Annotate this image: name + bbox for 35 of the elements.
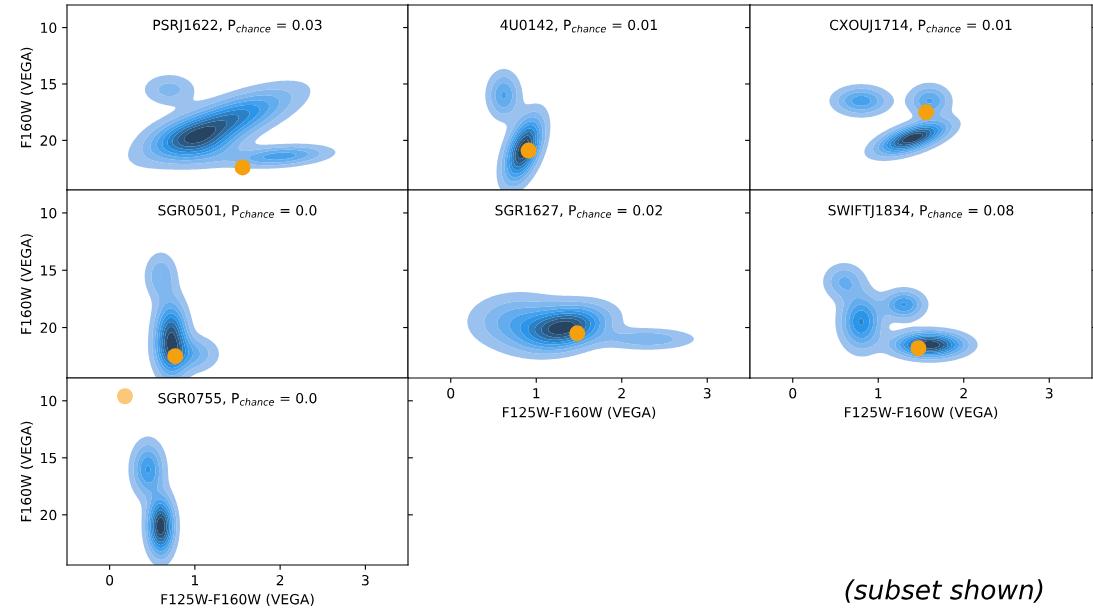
text: CXOUJ1714, P$_{chance}$ = 0.01 bbox=[829, 19, 1012, 33]
x-tick-label: 2 bbox=[618, 387, 625, 399]
y-tick-label: 20 bbox=[40, 322, 57, 334]
y-tick-label: 20 bbox=[40, 509, 57, 521]
text: SWIFTJ1834, P$_{chance}$ = 0.08 bbox=[828, 205, 1014, 219]
x-axis-title: F125W-F160W (VEGA) bbox=[845, 406, 998, 420]
x-tick-label: 3 bbox=[362, 574, 369, 586]
x-tick-label: 2 bbox=[960, 387, 967, 399]
text: 4U0142, P$_{chance}$ = 0.01 bbox=[500, 19, 657, 33]
x-tick-label: 0 bbox=[789, 387, 797, 399]
text: SGR1627, P$_{chance}$ = 0.02 bbox=[495, 205, 662, 218]
y-tick-label: 15 bbox=[41, 79, 57, 90]
x-tick-label: 3 bbox=[1045, 387, 1053, 399]
y-tick-label: 20 bbox=[40, 135, 57, 146]
x-tick-label: 3 bbox=[703, 387, 711, 399]
y-tick-label: 15 bbox=[41, 452, 57, 464]
x-tick-label: 1 bbox=[875, 388, 882, 399]
y-tick-label: 10 bbox=[41, 207, 57, 219]
x-axis-title: F125W-F160W (VEGA) bbox=[503, 406, 656, 420]
x-tick-label: 0 bbox=[106, 574, 114, 586]
y-tick-label: 15 bbox=[41, 265, 57, 276]
x-tick-label: 2 bbox=[276, 574, 284, 586]
text: SGR0755, P$_{chance}$ = 0.0 bbox=[158, 392, 317, 406]
y-axis-title: F160W (VEGA) bbox=[20, 421, 33, 522]
y-tick-label: 10 bbox=[41, 22, 57, 34]
text: SGR0501, P$_{chance}$ = 0.0 bbox=[158, 205, 317, 218]
text: PSRJ1622, P$_{chance}$ = 0.03 bbox=[153, 19, 322, 33]
text: (subset shown) bbox=[845, 579, 1043, 603]
x-tick-label: 0 bbox=[447, 387, 455, 399]
x-tick-label: 1 bbox=[533, 388, 540, 399]
y-tick-label: 10 bbox=[41, 395, 57, 407]
x-tick-label: 1 bbox=[191, 575, 199, 586]
y-axis-title: F160W (VEGA) bbox=[20, 234, 33, 334]
y-axis-title: F160W (VEGA) bbox=[20, 47, 33, 148]
x-axis-title: F125W-F160W (VEGA) bbox=[161, 593, 314, 607]
